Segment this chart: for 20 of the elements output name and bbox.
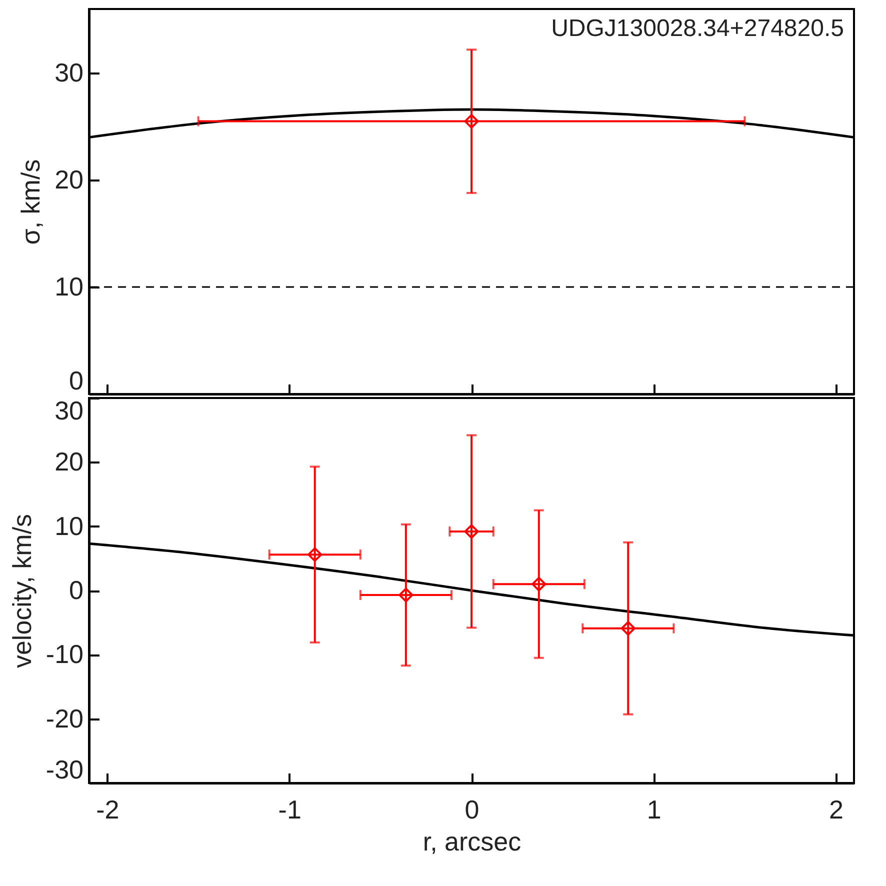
x-tick-label: -1 [278, 794, 302, 824]
y-tick-label: 0 [69, 575, 84, 605]
y-tick-label: 20 [54, 446, 84, 477]
x-tick-label: -2 [96, 794, 120, 824]
y-tick-label: 30 [54, 58, 84, 88]
y-tick-label: 0 [69, 366, 84, 396]
x-axis-title: r, arcsec [422, 826, 522, 856]
annotation: UDGJ130028.34+274820.5 [551, 15, 844, 42]
x-tick-label: 2 [829, 794, 844, 824]
y-tick-label: 10 [54, 510, 84, 541]
x-tick-label: 1 [646, 794, 662, 824]
y-tick-label: -10 [46, 639, 84, 670]
y-axis-title: σ, km/s [16, 159, 46, 245]
y-axis-title: velocity, km/s [6, 514, 37, 668]
y-tick-label: -20 [46, 703, 84, 734]
y-tick-label: -30 [46, 754, 84, 784]
y-tick-label: 20 [54, 164, 84, 195]
y-tick-label: 10 [54, 272, 84, 302]
x-tick-label: 0 [464, 794, 480, 824]
y-tick-label: 30 [54, 396, 84, 426]
